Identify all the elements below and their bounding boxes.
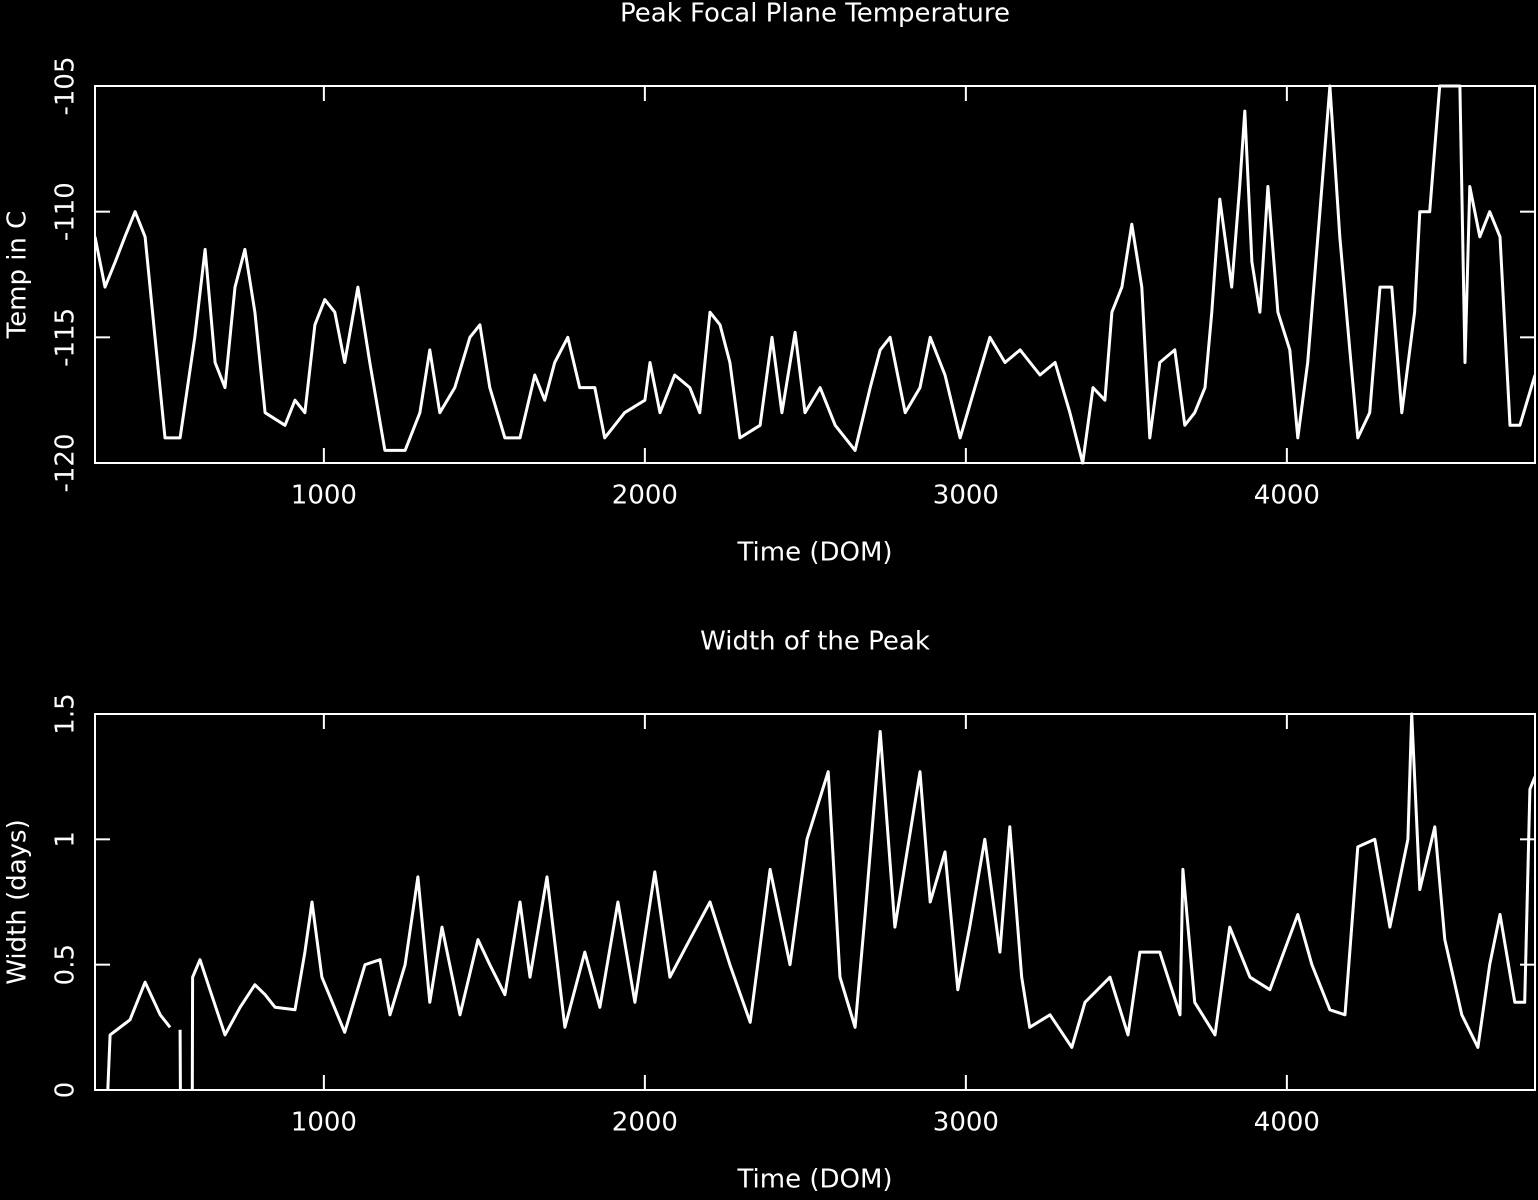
- data-line: [106, 712, 1535, 1091]
- y-tick-label: -110: [51, 182, 81, 241]
- x-axis-label: Time (DOM): [736, 538, 892, 568]
- chart-title: Width of the Peak: [700, 627, 930, 657]
- x-tick-label: 3000: [933, 1108, 999, 1138]
- data-line: [95, 84, 1535, 465]
- x-tick-label: 4000: [1254, 481, 1320, 511]
- plot-frame: [94, 85, 1536, 464]
- x-axis-label: Time (DOM): [736, 1165, 892, 1195]
- y-tick-label: 0: [51, 1082, 81, 1099]
- y-tick-label: -120: [51, 433, 81, 492]
- y-tick-label: 1: [51, 831, 81, 848]
- y-tick-label: 0.5: [51, 944, 81, 985]
- x-tick-label: 2000: [612, 1108, 678, 1138]
- y-tick-label: -115: [51, 308, 81, 367]
- y-tick-label: -105: [51, 56, 81, 115]
- x-tick-label: 1000: [291, 1108, 357, 1138]
- y-axis-label: Width (days): [3, 819, 33, 984]
- plot-frame: [94, 713, 1536, 1091]
- x-tick-label: 3000: [933, 481, 999, 511]
- x-tick-label: 1000: [291, 481, 357, 511]
- y-axis-label: Temp in C: [3, 211, 33, 340]
- y-tick-label: 1.5: [51, 693, 81, 734]
- x-tick-label: 4000: [1254, 1108, 1320, 1138]
- chart-title: Peak Focal Plane Temperature: [620, 0, 1010, 29]
- x-tick-label: 2000: [612, 481, 678, 511]
